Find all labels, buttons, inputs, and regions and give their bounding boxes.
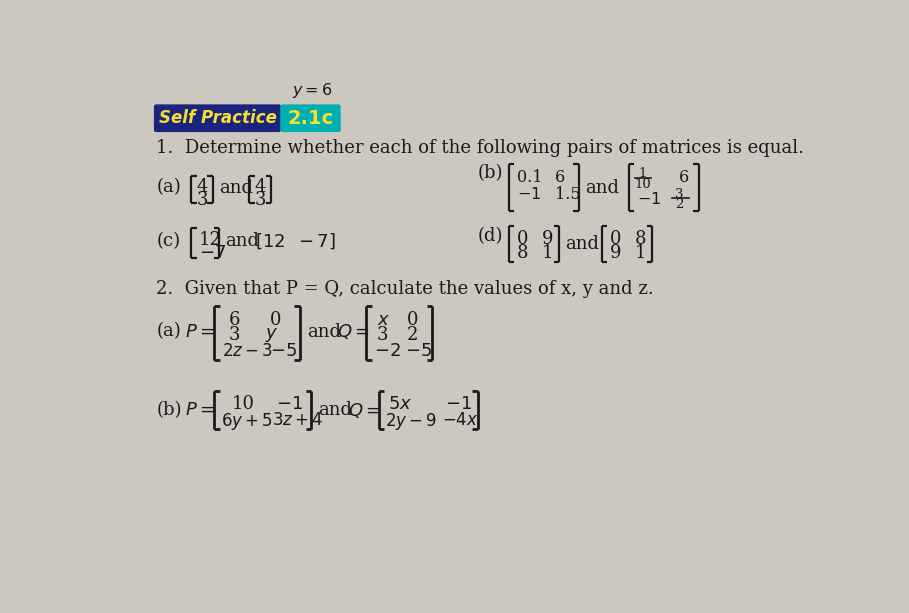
Text: 3: 3 bbox=[228, 326, 240, 344]
Text: $-1$: $-1$ bbox=[516, 186, 541, 203]
Text: $2y - 9$: $2y - 9$ bbox=[385, 411, 437, 432]
Text: $-5$: $-5$ bbox=[405, 341, 432, 359]
Text: 1: 1 bbox=[542, 245, 553, 262]
Text: 0: 0 bbox=[516, 230, 528, 248]
Text: $5x$: $5x$ bbox=[388, 395, 412, 413]
Text: 0: 0 bbox=[610, 230, 621, 248]
Text: $Q =$: $Q =$ bbox=[348, 400, 381, 419]
Text: 0: 0 bbox=[406, 311, 418, 329]
Text: 8: 8 bbox=[634, 230, 646, 248]
Text: $y = 6$: $y = 6$ bbox=[292, 82, 333, 101]
Text: (a): (a) bbox=[156, 178, 181, 197]
Text: 9: 9 bbox=[542, 230, 553, 248]
Text: 3: 3 bbox=[196, 191, 208, 208]
Text: $-1$: $-1$ bbox=[636, 191, 661, 208]
Text: and: and bbox=[584, 178, 619, 197]
Text: and: and bbox=[225, 232, 259, 251]
Text: 8: 8 bbox=[516, 245, 528, 262]
Text: $6y + 5$: $6y + 5$ bbox=[221, 411, 273, 432]
Text: 6: 6 bbox=[555, 169, 565, 186]
Text: 4: 4 bbox=[255, 178, 265, 196]
Text: 6: 6 bbox=[228, 311, 240, 329]
Text: (c): (c) bbox=[156, 232, 180, 251]
FancyBboxPatch shape bbox=[154, 104, 281, 132]
Text: $P =$: $P =$ bbox=[185, 322, 215, 340]
Text: 2: 2 bbox=[675, 198, 684, 211]
Text: 1.5: 1.5 bbox=[555, 186, 581, 203]
Text: $-1$: $-1$ bbox=[445, 395, 472, 413]
Text: 1: 1 bbox=[634, 245, 646, 262]
Text: $-1$: $-1$ bbox=[276, 395, 304, 413]
Text: 2.  Given that P = Q, calculate the values of x, y and z.: 2. Given that P = Q, calculate the value… bbox=[156, 280, 654, 298]
Text: 10: 10 bbox=[232, 395, 255, 413]
Text: (b): (b) bbox=[156, 401, 182, 419]
Text: 3: 3 bbox=[377, 326, 389, 344]
Text: $-5$: $-5$ bbox=[270, 341, 297, 359]
FancyBboxPatch shape bbox=[280, 104, 341, 132]
Text: and: and bbox=[219, 178, 253, 197]
Text: $3z + 4$: $3z + 4$ bbox=[273, 411, 324, 429]
Text: (d): (d) bbox=[478, 227, 504, 246]
Text: $-4x$: $-4x$ bbox=[442, 411, 479, 429]
Text: 2.1c: 2.1c bbox=[287, 109, 334, 128]
Text: 10: 10 bbox=[634, 178, 652, 191]
Text: (a): (a) bbox=[156, 322, 181, 340]
Text: 12: 12 bbox=[199, 230, 222, 249]
Text: and: and bbox=[565, 235, 599, 253]
Text: $-7$: $-7$ bbox=[199, 245, 226, 262]
Text: $-2$: $-2$ bbox=[374, 341, 401, 359]
Text: 6: 6 bbox=[679, 169, 690, 186]
Text: $[12\;\; -7]$: $[12\;\; -7]$ bbox=[255, 232, 336, 251]
Text: $2z - 3$: $2z - 3$ bbox=[222, 341, 273, 359]
Text: 1: 1 bbox=[639, 167, 647, 180]
Text: Self Practice: Self Practice bbox=[158, 109, 276, 128]
Text: $x$: $x$ bbox=[377, 311, 390, 329]
Text: and: and bbox=[307, 322, 342, 340]
Text: $P =$: $P =$ bbox=[185, 401, 215, 419]
Text: (b): (b) bbox=[478, 164, 504, 183]
Text: $y$: $y$ bbox=[265, 326, 278, 344]
Text: and: and bbox=[318, 401, 352, 419]
Text: 3: 3 bbox=[675, 188, 684, 200]
Text: $Q =$: $Q =$ bbox=[337, 322, 370, 341]
Text: 9: 9 bbox=[610, 245, 621, 262]
Text: 4: 4 bbox=[196, 178, 207, 196]
Text: 2: 2 bbox=[406, 326, 418, 344]
Text: 1.  Determine whether each of the following pairs of matrices is equal.: 1. Determine whether each of the followi… bbox=[156, 139, 804, 157]
Text: 3: 3 bbox=[255, 191, 265, 208]
Text: 0: 0 bbox=[270, 311, 282, 329]
Text: 0.1: 0.1 bbox=[516, 169, 542, 186]
